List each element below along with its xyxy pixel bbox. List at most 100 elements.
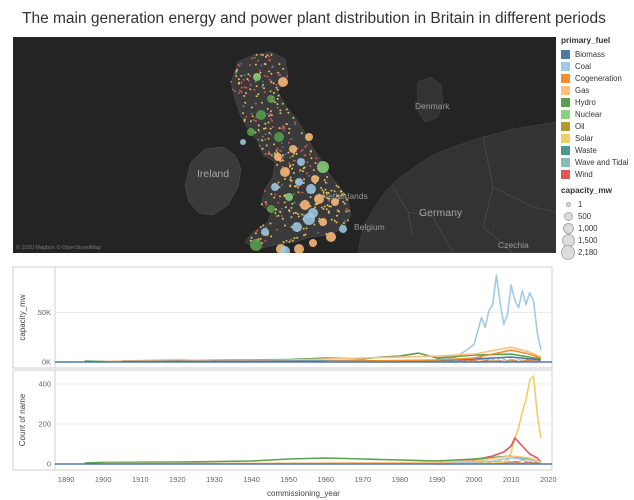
plant-marker-large[interactable] [309, 239, 317, 247]
series-line-hydro[interactable] [84, 455, 542, 464]
series-line-cogeneration[interactable] [325, 349, 542, 363]
plant-marker[interactable] [337, 186, 340, 188]
plant-marker[interactable] [291, 202, 294, 205]
plant-marker[interactable] [346, 210, 349, 213]
plant-marker[interactable] [269, 90, 272, 93]
plant-marker[interactable] [262, 80, 264, 83]
plant-marker[interactable] [251, 57, 254, 60]
legend-item-coal[interactable]: Coal [561, 60, 634, 72]
plant-marker[interactable] [261, 139, 263, 142]
plant-marker[interactable] [303, 178, 305, 181]
plant-marker[interactable] [234, 72, 237, 75]
plant-marker[interactable] [276, 71, 279, 74]
plant-marker[interactable] [292, 116, 295, 119]
plant-marker-large[interactable] [267, 95, 275, 103]
plant-marker-large[interactable] [314, 194, 324, 204]
plant-marker[interactable] [240, 81, 243, 84]
plant-marker[interactable] [281, 102, 284, 105]
plant-marker[interactable] [282, 241, 285, 244]
plant-marker[interactable] [264, 152, 267, 155]
plant-marker[interactable] [299, 212, 302, 215]
plant-marker[interactable] [294, 185, 297, 188]
plant-marker[interactable] [245, 115, 248, 118]
plant-marker[interactable] [346, 198, 348, 201]
plant-marker[interactable] [284, 206, 287, 209]
plant-marker[interactable] [323, 195, 326, 198]
fuel-legend[interactable]: Biomass Coal Cogeneration Gas Hydro Nuclear Oi… [561, 48, 634, 180]
plant-marker[interactable] [320, 186, 323, 189]
plant-marker[interactable] [280, 207, 283, 210]
plant-marker[interactable] [314, 206, 316, 209]
plant-marker[interactable] [278, 186, 281, 189]
plant-marker[interactable] [284, 153, 287, 156]
plant-marker[interactable] [326, 182, 329, 185]
plant-marker[interactable] [282, 67, 285, 70]
plant-marker[interactable] [254, 120, 257, 122]
plant-marker[interactable] [253, 119, 256, 122]
plant-marker[interactable] [320, 206, 323, 209]
plant-marker[interactable] [263, 190, 266, 192]
plant-marker[interactable] [301, 213, 304, 216]
plant-marker[interactable] [292, 172, 295, 174]
plant-marker[interactable] [243, 120, 246, 122]
plant-marker[interactable] [269, 222, 272, 225]
plant-marker[interactable] [325, 208, 328, 211]
plant-marker-large[interactable] [280, 246, 290, 253]
plant-marker-large[interactable] [317, 161, 329, 173]
plant-marker[interactable] [263, 91, 266, 94]
plant-marker[interactable] [305, 144, 308, 147]
plant-marker[interactable] [296, 236, 299, 239]
plant-marker[interactable] [253, 56, 256, 59]
plant-marker[interactable] [258, 69, 261, 72]
plant-marker[interactable] [289, 178, 292, 181]
plant-marker[interactable] [326, 176, 329, 178]
plant-marker[interactable] [275, 83, 278, 86]
plant-marker[interactable] [330, 205, 332, 208]
plant-marker-large[interactable] [267, 205, 275, 213]
plant-marker[interactable] [279, 112, 282, 115]
plant-marker[interactable] [268, 115, 271, 117]
plant-marker[interactable] [257, 124, 260, 127]
plant-marker[interactable] [288, 162, 291, 165]
plant-marker[interactable] [267, 137, 270, 140]
plant-marker[interactable] [277, 201, 280, 204]
plant-marker-large[interactable] [240, 139, 246, 145]
plant-marker[interactable] [287, 151, 290, 154]
plant-marker[interactable] [333, 190, 336, 193]
plant-marker[interactable] [309, 150, 312, 153]
series-line-gas[interactable] [103, 346, 542, 363]
plant-marker[interactable] [255, 95, 258, 98]
plant-marker-large[interactable] [306, 184, 316, 194]
plant-marker[interactable] [258, 130, 261, 133]
plant-marker[interactable] [324, 188, 327, 191]
plant-marker[interactable] [292, 163, 295, 166]
plant-marker[interactable] [249, 88, 252, 91]
plant-marker[interactable] [293, 121, 296, 124]
plant-marker[interactable] [276, 88, 279, 91]
plant-marker[interactable] [276, 147, 279, 150]
plant-marker[interactable] [274, 101, 276, 104]
plant-marker[interactable] [264, 133, 267, 136]
plant-marker[interactable] [283, 127, 286, 130]
plant-marker[interactable] [254, 232, 257, 235]
plant-marker[interactable] [266, 108, 269, 110]
plant-marker[interactable] [288, 210, 291, 213]
plant-marker[interactable] [280, 150, 283, 153]
plant-marker[interactable] [270, 53, 273, 56]
plant-marker[interactable] [297, 191, 300, 194]
plant-marker[interactable] [267, 121, 270, 124]
plant-marker[interactable] [272, 126, 274, 128]
plant-marker[interactable] [288, 240, 291, 243]
plant-marker[interactable] [301, 191, 304, 194]
plant-marker[interactable] [289, 239, 292, 241]
map-attribution[interactable]: © 2020 Mapbox © OpenStreetMap [16, 245, 101, 251]
plant-marker[interactable] [279, 195, 281, 198]
plant-marker[interactable] [328, 210, 330, 213]
plant-marker[interactable] [317, 231, 320, 234]
plant-marker[interactable] [322, 191, 325, 194]
plant-marker[interactable] [264, 122, 267, 125]
plant-marker-large[interactable] [331, 198, 339, 206]
plant-marker[interactable] [281, 127, 284, 130]
plant-marker[interactable] [300, 150, 303, 153]
plant-marker[interactable] [279, 74, 282, 77]
